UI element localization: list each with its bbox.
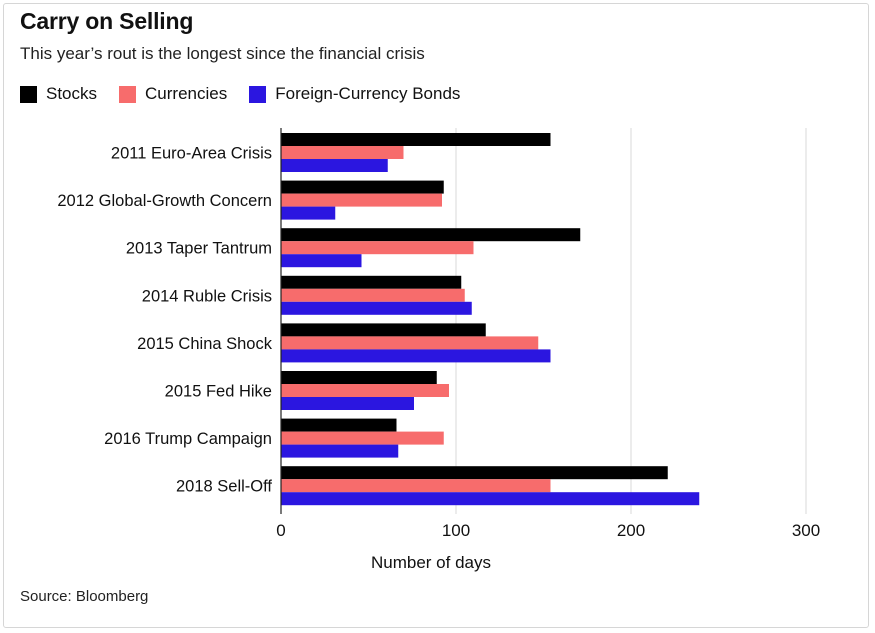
bar-currencies-0 [281,146,404,159]
y-tick-label: 2015 Fed Hike [165,383,272,401]
bar-currencies-1 [281,193,442,207]
legend-swatch-bonds [249,85,267,103]
bar-stocks-7 [281,466,668,480]
chart-title: Carry on Selling [20,8,194,34]
bar-foreign-currency-bonds-3 [281,301,472,315]
x-axis-title: Number of days [371,553,491,572]
bar-currencies-6 [281,431,444,445]
y-tick-label: 2014 Ruble Crisis [142,287,272,305]
bar-foreign-currency-bonds-2 [281,254,362,268]
y-tick-label: 2016 Trump Campaign [104,430,272,448]
bar-currencies-7 [281,479,551,493]
bar-stocks-5 [281,371,437,384]
bar-stocks-0 [281,133,551,146]
bar-stocks-3 [281,275,462,289]
y-tick-label: 2015 China Shock [137,335,273,353]
bar-stocks-2 [281,228,581,242]
bar-currencies-2 [281,241,474,255]
bar-stocks-1 [281,180,444,194]
legend-label-bonds: Foreign-Currency Bonds [275,84,461,103]
bar-foreign-currency-bonds-7 [281,492,700,506]
chart-subtitle: This year’s rout is the longest since th… [20,44,425,63]
legend-item-stocks: Stocks [20,84,97,104]
x-tick-label: 0 [276,521,285,540]
legend-label-currencies: Currencies [145,84,228,103]
y-tick-label: 2012 Global-Growth Concern [57,192,272,210]
x-tick-label: 300 [792,521,820,540]
y-tick-label: 2013 Taper Tantrum [126,240,272,258]
legend-item-currencies: Currencies [119,84,227,104]
x-tick-label: 100 [442,521,470,540]
chart-legend: Stocks Currencies Foreign-Currency Bonds [20,84,482,104]
legend-swatch-currencies [119,85,137,103]
bar-foreign-currency-bonds-6 [281,444,399,458]
bar-currencies-3 [281,288,465,302]
bar-foreign-currency-bonds-5 [281,397,414,410]
bar-currencies-5 [281,384,449,397]
bar-foreign-currency-bonds-0 [281,159,388,172]
legend-label-stocks: Stocks [46,84,98,103]
bar-currencies-4 [281,336,539,350]
bar-stocks-4 [281,323,486,337]
y-tick-label: 2018 Sell-Off [176,478,272,496]
legend-item-bonds: Foreign-Currency Bonds [249,84,460,104]
x-tick-label: 200 [617,521,645,540]
y-tick-label: 2011 Euro-Area Crisis [111,145,272,163]
bar-foreign-currency-bonds-4 [281,349,551,363]
bar-foreign-currency-bonds-1 [281,206,336,220]
legend-swatch-stocks [20,85,37,103]
chart-frame [3,3,869,628]
source-note: Source: Bloomberg [20,588,149,605]
bar-stocks-6 [281,418,397,432]
